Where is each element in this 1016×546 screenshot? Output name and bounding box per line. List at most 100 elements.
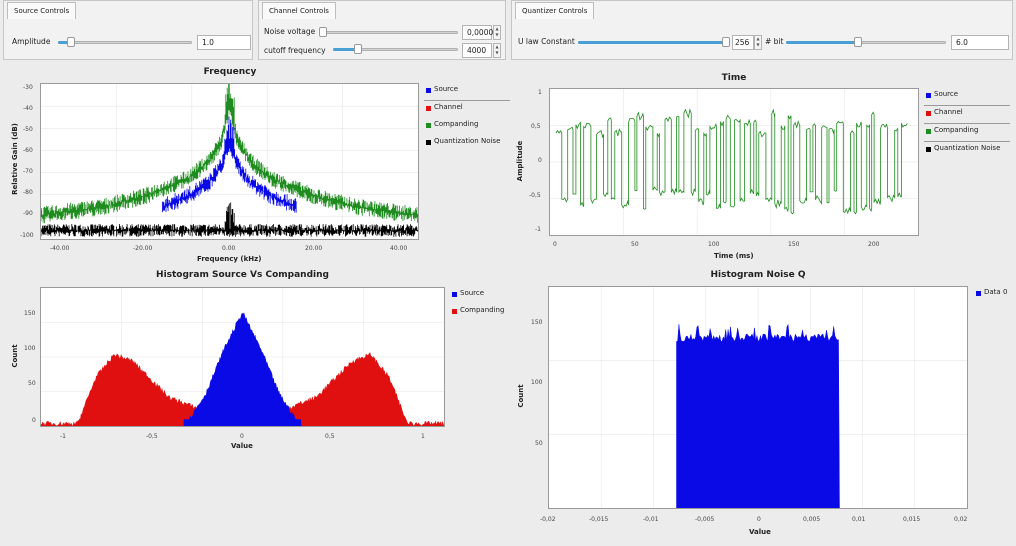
x-tick: -0,02 (540, 516, 556, 523)
y-tick: 0,5 (531, 123, 541, 130)
ulaw-constant-slider[interactable] (578, 37, 730, 47)
source-controls-tab[interactable]: Source Controls (7, 2, 77, 19)
cutoff-frequency-slider[interactable] (333, 44, 458, 54)
hist-noise-q-title: Histogram Noise Q (710, 270, 806, 280)
legend-item-source[interactable]: Source (450, 287, 536, 304)
hist-sc-ylabel: Count (11, 344, 19, 368)
legend-item-data-0[interactable]: Data 0 (974, 286, 1014, 303)
amplitude-label: Amplitude (12, 37, 51, 46)
time-legend: Source Channel Companding Quantization N… (924, 88, 1010, 159)
source-histogram (183, 312, 302, 426)
companding-trace (41, 84, 418, 224)
legend-label: Data 0 (984, 288, 1008, 296)
time-plot-title: Time (721, 73, 747, 83)
y-tick: 0 (538, 157, 542, 164)
bit-slider[interactable] (786, 37, 946, 47)
time-plot[interactable] (549, 88, 919, 236)
x-tick: -0,5 (146, 433, 158, 440)
bit-input[interactable]: 6.0 (951, 35, 1009, 50)
legend-item-channel[interactable]: Channel (424, 101, 510, 118)
x-tick: -20.00 (133, 245, 153, 252)
y-tick: -50 (23, 126, 33, 133)
y-tick: 150 (531, 319, 543, 326)
x-tick: 200 (868, 241, 880, 248)
legend-swatch (452, 309, 457, 314)
legend-label: Quantization Noise (434, 137, 501, 145)
x-tick: 0.00 (222, 245, 236, 252)
source-trace (162, 116, 297, 213)
noise-voltage-spinner[interactable]: ▲ ▼ (493, 25, 501, 40)
frequency-legend: Source Channel Companding Quantization N… (424, 83, 510, 152)
cutoff-frequency-spinner[interactable]: ▲ ▼ (493, 43, 501, 58)
quantizer-controls-tab[interactable]: Quantizer Controls (515, 2, 595, 19)
y-tick: -70 (23, 168, 33, 175)
legend-label: Quantization Noise (934, 144, 1001, 152)
bit-label: # bit (765, 37, 784, 46)
noise-voltage-label: Noise voltage (264, 27, 316, 36)
channel-controls-group: Channel Controls Noise voltage 0,0000 ▲ ▼… (258, 0, 506, 60)
x-tick: 1 (421, 433, 425, 440)
ulaw-constant-spinner[interactable]: ▲ ▼ (754, 35, 762, 50)
legend-item-source[interactable]: Source (924, 88, 1010, 106)
y-tick: 50 (28, 380, 36, 387)
x-tick: 0,015 (903, 516, 921, 523)
quantization-noise-trace (41, 202, 418, 237)
x-tick: 150 (788, 241, 800, 248)
x-tick: 0 (240, 433, 244, 440)
y-tick: 100 (531, 379, 543, 386)
noise-voltage-input[interactable]: 0,0000 (462, 25, 493, 40)
legend-label: Companding (434, 120, 479, 128)
legend-label: Companding (460, 306, 505, 314)
x-tick: 0,005 (803, 516, 821, 523)
amplitude-input[interactable]: 1.0 (197, 35, 251, 50)
legend-label: Source (460, 289, 485, 297)
legend-item-companding[interactable]: Companding (450, 304, 536, 321)
y-tick: -0,5 (529, 192, 541, 199)
hist-noise-q-plot[interactable] (548, 286, 968, 509)
y-tick: -1 (535, 226, 541, 233)
y-tick: -40 (23, 105, 33, 112)
y-tick: -60 (23, 147, 33, 154)
frequency-ylabel: Relative Gain (dB) (11, 123, 19, 195)
x-tick: -1 (60, 433, 66, 440)
x-tick: -0,015 (589, 516, 609, 523)
y-tick: -100 (20, 232, 34, 239)
legend-item-companding[interactable]: Companding (924, 124, 1010, 142)
hist-q-xlabel: Value (749, 528, 771, 536)
x-tick: 40.00 (390, 245, 408, 252)
legend-item-source[interactable]: Source (424, 83, 510, 101)
legend-swatch (926, 111, 931, 116)
hist-sc-legend: Source Companding (450, 287, 536, 321)
y-tick: -30 (23, 84, 33, 91)
noise-q-histogram (676, 323, 840, 508)
y-tick: -90 (23, 210, 33, 217)
legend-item-quantization-noise[interactable]: Quantization Noise (924, 142, 1010, 159)
amplitude-slider[interactable] (58, 37, 192, 47)
hist-source-companding-plot[interactable] (40, 287, 445, 427)
legend-swatch (926, 129, 931, 134)
legend-item-quantization-noise[interactable]: Quantization Noise (424, 135, 510, 152)
x-tick: -40.00 (50, 245, 70, 252)
channel-controls-tab[interactable]: Channel Controls (262, 2, 336, 19)
x-tick: 0,01 (852, 516, 866, 523)
frequency-plot[interactable] (40, 83, 419, 240)
legend-item-companding[interactable]: Companding (424, 118, 510, 135)
y-tick: 50 (535, 440, 543, 447)
ulaw-constant-label: U law Constant (518, 37, 575, 46)
x-tick: 0,5 (325, 433, 335, 440)
x-tick: 50 (631, 241, 639, 248)
quantizer-controls-group: Quantizer Controls U law Constant 256 ▲ ▼… (511, 0, 1013, 60)
cutoff-frequency-label: cutoff frequency (264, 46, 326, 55)
time-ylabel: Amplitude (516, 140, 524, 182)
legend-label: Companding (934, 126, 979, 134)
noise-voltage-slider[interactable] (319, 27, 458, 37)
source-controls-group: Source Controls Amplitude 1.0 (3, 0, 253, 60)
x-tick: 100 (708, 241, 720, 248)
legend-item-channel[interactable]: Channel (924, 106, 1010, 124)
legend-label: Channel (934, 108, 963, 116)
y-tick: -80 (23, 189, 33, 196)
ulaw-constant-input[interactable]: 256 (732, 35, 754, 50)
legend-label: Source (434, 85, 459, 93)
cutoff-frequency-input[interactable]: 4000 (462, 43, 492, 58)
legend-swatch (426, 88, 431, 93)
